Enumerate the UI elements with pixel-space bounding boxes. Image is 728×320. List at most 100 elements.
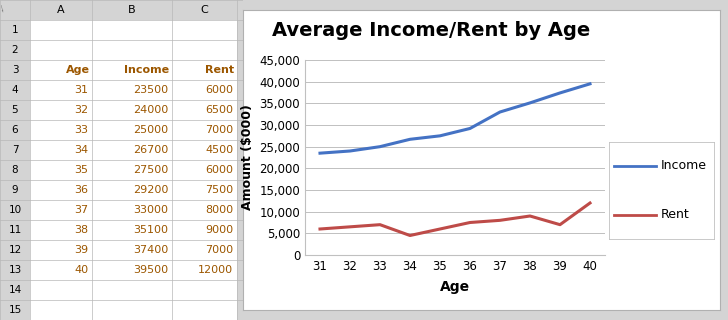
Bar [30,80,237,100]
Bar [0,260,30,280]
FancyArrow shape [1,5,3,13]
Text: 15: 15 [9,305,22,315]
Text: 33000: 33000 [133,205,168,215]
Bar [30,260,237,280]
Text: 14: 14 [9,285,22,295]
Bar [0,240,30,260]
Text: 6: 6 [12,125,18,135]
Text: 7000: 7000 [205,245,234,255]
Text: 6000: 6000 [205,85,234,95]
Text: Income: Income [661,159,707,172]
Text: 7: 7 [12,145,18,155]
Text: 3: 3 [12,65,18,75]
Income [405,137,414,141]
Text: 4500: 4500 [205,145,234,155]
Bar [0,200,30,220]
Text: 13: 13 [9,265,22,275]
Bar [30,180,237,200]
Bar [30,100,237,120]
Text: 7500: 7500 [205,185,234,195]
Text: B: B [128,5,136,15]
Bar [30,240,237,260]
Bar [30,140,237,160]
Bar [0,140,30,160]
Text: 12000: 12000 [198,265,234,275]
Text: 9: 9 [12,185,18,195]
Text: 35: 35 [74,165,88,175]
Bar [0,160,30,180]
Y-axis label: Amount ($000): Amount ($000) [241,105,254,211]
Bar [30,300,237,320]
Text: C: C [201,5,208,15]
Bar [0,60,30,80]
Rent [585,201,594,205]
Text: 5: 5 [12,105,18,115]
Bar [0,80,30,100]
Text: 1: 1 [12,25,18,35]
Line: Rent: Rent [320,203,590,236]
Income [466,126,475,130]
Income [585,82,594,86]
Income [526,101,534,105]
Rent [466,220,475,224]
Bar [30,160,237,180]
Text: 39: 39 [74,245,88,255]
Text: 39500: 39500 [133,265,168,275]
Rent [496,219,505,222]
Text: Average Income/Rent by Age: Average Income/Rent by Age [272,20,590,39]
Text: Rent: Rent [661,208,690,221]
Bar [30,280,237,300]
Text: 9000: 9000 [205,225,234,235]
Bar [0,120,30,140]
Text: 33: 33 [74,125,88,135]
Text: 6500: 6500 [205,105,234,115]
Bar [0,180,30,200]
Text: 37: 37 [74,205,88,215]
Text: 23500: 23500 [133,85,168,95]
Text: 35100: 35100 [133,225,168,235]
Bar [30,120,237,140]
Text: 34: 34 [74,145,88,155]
Text: 31: 31 [74,85,88,95]
Text: 7000: 7000 [205,125,234,135]
Bar [0,0,243,20]
Text: 11: 11 [9,225,22,235]
Text: 10: 10 [9,205,22,215]
Text: 6000: 6000 [205,165,234,175]
Text: 4: 4 [12,85,18,95]
Line: Income: Income [320,84,590,153]
Rent [376,223,384,227]
Bar [30,40,237,60]
Rent [435,227,444,231]
Text: 27500: 27500 [133,165,168,175]
Text: 26700: 26700 [133,145,168,155]
Income [376,145,384,148]
Text: Rent: Rent [205,65,234,75]
Rent [316,227,325,231]
Text: 40: 40 [74,265,88,275]
Text: 2: 2 [12,45,18,55]
Bar [0,40,30,60]
Text: A: A [58,5,65,15]
Text: 8: 8 [12,165,18,175]
Bar [30,220,237,240]
Rent [526,214,534,218]
Income [346,149,355,153]
Bar [30,60,237,80]
Text: 29200: 29200 [133,185,168,195]
Text: 25000: 25000 [133,125,168,135]
Bar [0,20,30,40]
Bar [0,280,30,300]
Text: 12: 12 [9,245,22,255]
Income [435,134,444,138]
Text: 24000: 24000 [133,105,168,115]
Text: 8000: 8000 [205,205,234,215]
Text: 36: 36 [74,185,88,195]
Income [496,110,505,114]
Text: Income: Income [124,65,170,75]
Income [555,91,564,95]
Text: Age: Age [66,65,90,75]
Rent [346,225,355,229]
Bar [30,20,237,40]
Bar [0,300,30,320]
